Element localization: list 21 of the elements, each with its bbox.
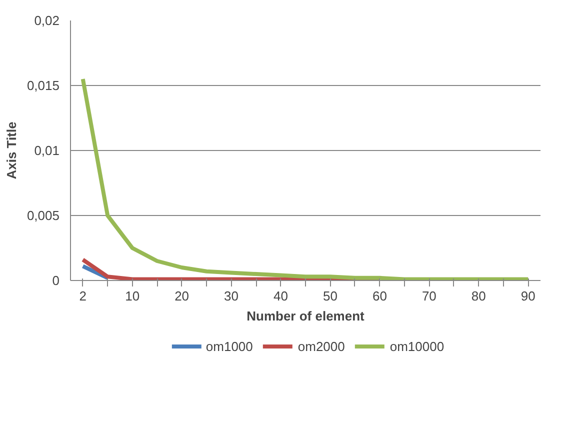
x-tick-label: 70 bbox=[422, 288, 436, 304]
legend-label: om2000 bbox=[298, 338, 345, 354]
x-tick-label: 2 bbox=[79, 288, 86, 304]
legend-label: om10000 bbox=[390, 338, 444, 354]
x-tick-label: 10 bbox=[125, 288, 140, 304]
x-tick-label: 80 bbox=[471, 288, 486, 304]
legend-label: om1000 bbox=[206, 338, 253, 354]
y-tick-label: 0,005 bbox=[26, 208, 60, 223]
y-tick-label: 0 bbox=[52, 273, 60, 288]
line-series bbox=[80, 77, 530, 280]
x-tick-label: 60 bbox=[372, 288, 387, 304]
x-tick-label: 50 bbox=[323, 288, 338, 304]
x-tick-label: 30 bbox=[224, 288, 239, 304]
y-tick-label: 0,01 bbox=[34, 143, 60, 158]
y-tick-label: 0,015 bbox=[26, 78, 60, 93]
y-tick-label: 0,02 bbox=[34, 13, 60, 28]
x-tick-label: 90 bbox=[520, 288, 536, 304]
x-tick-label: 20 bbox=[174, 288, 190, 304]
y-axis-title: Axis Title bbox=[4, 122, 19, 180]
x-tick-label: 40 bbox=[274, 288, 288, 304]
x-axis-title: Number of element bbox=[246, 308, 366, 324]
